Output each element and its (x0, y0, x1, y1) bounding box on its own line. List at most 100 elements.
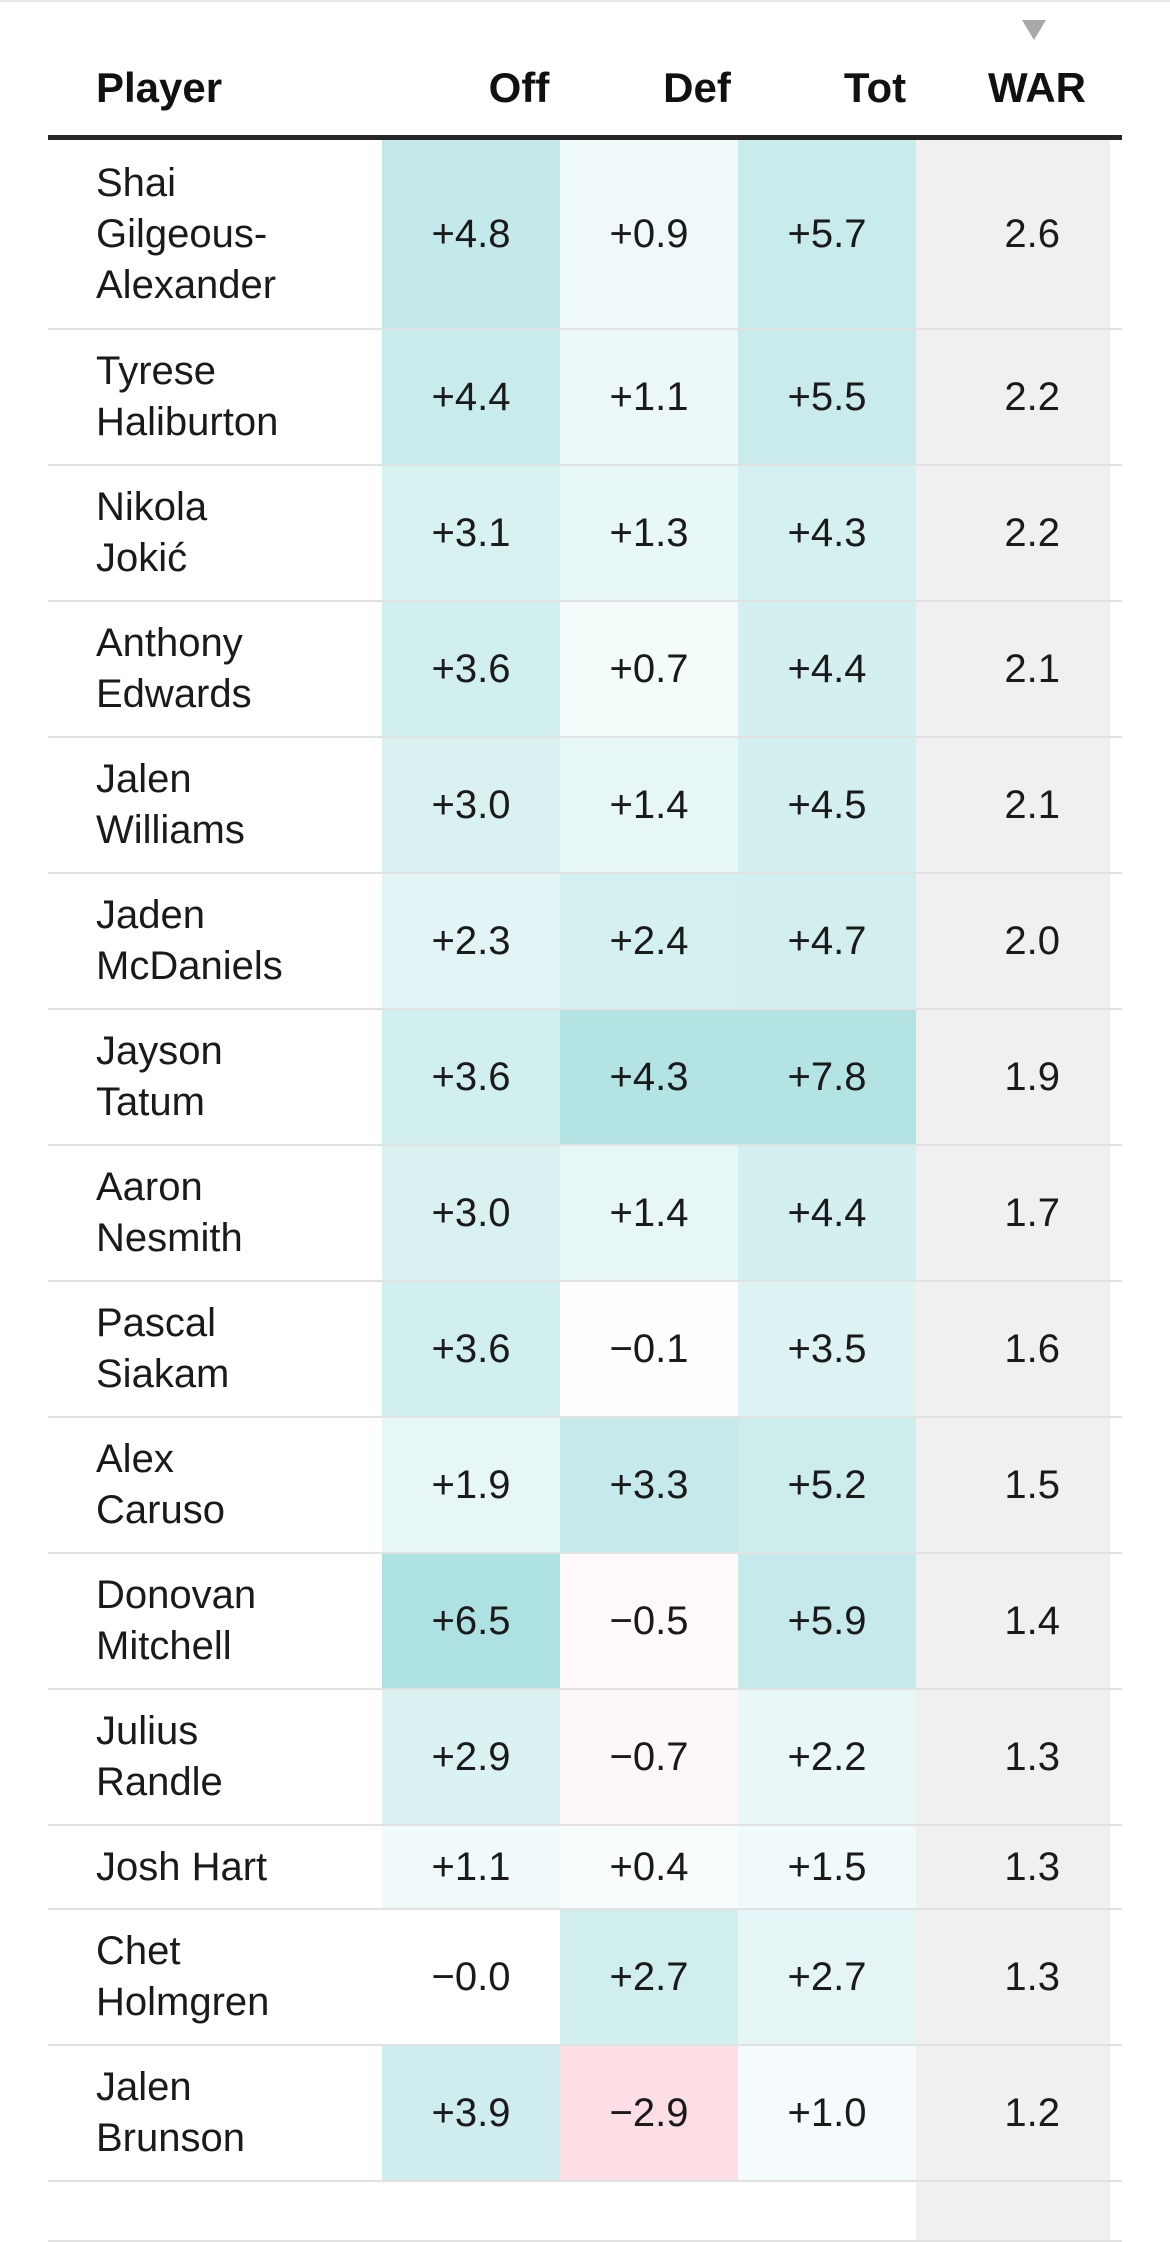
tot-value: +5.9 (738, 1554, 916, 1688)
war-value: 1.3 (916, 1826, 1110, 1908)
player-name-line: Williams (96, 808, 245, 852)
war-value (916, 2182, 1110, 2240)
player-name: Aaron Nesmith (96, 1146, 426, 1280)
sort-descending-icon[interactable] (1022, 20, 1046, 40)
player-name: Alex Caruso (96, 1418, 426, 1552)
column-header-tot[interactable]: Tot (843, 64, 907, 111)
war-value: 2.1 (916, 602, 1110, 736)
def-value: +0.9 (560, 140, 738, 328)
off-value: +4.4 (382, 330, 560, 464)
table-row[interactable]: Jalen Brunson +3.9 −2.9 +1.0 1.2 (48, 2046, 1122, 2182)
player-name: Shai Gilgeous- Alexander (96, 140, 426, 328)
player-name-line: Anthony (96, 621, 243, 665)
war-value: 1.3 (916, 1690, 1110, 1824)
off-value: −0.0 (382, 1910, 560, 2044)
tot-value: +4.3 (738, 466, 916, 600)
def-value: +4.3 (560, 1010, 738, 1144)
table-row[interactable]: Nikola Jokić +3.1 +1.3 +4.3 2.2 (48, 466, 1122, 602)
player-name: Jaden McDaniels (96, 874, 426, 1008)
player-name-line: Edwards (96, 672, 252, 716)
def-value: +0.7 (560, 602, 738, 736)
player-name-line: Randle (96, 1760, 223, 1804)
player-name-line: Alex (96, 1437, 174, 1481)
table-row[interactable]: Pascal Siakam +3.6 −0.1 +3.5 1.6 (48, 1282, 1122, 1418)
off-value: +3.6 (382, 1282, 560, 1416)
player-name-line: Tyrese (96, 349, 217, 393)
def-value: +1.4 (560, 1146, 738, 1280)
war-value: 1.4 (916, 1554, 1110, 1688)
table-row[interactable]: Josh Hart +1.1 +0.4 +1.5 1.3 (48, 1826, 1122, 1910)
player-name-line: Nesmith (96, 1216, 243, 1260)
column-header-war[interactable]: WAR (988, 64, 1086, 111)
table-row[interactable]: Shai Gilgeous- Alexander +4.8 +0.9 +5.7 2.6 (48, 140, 1122, 330)
table-row[interactable]: Jalen Williams +3.0 +1.4 +4.5 2.1 (48, 738, 1122, 874)
war-value: 1.5 (916, 1418, 1110, 1552)
off-value (382, 2182, 560, 2240)
player-name-line: Brunson (96, 2116, 245, 2160)
player-name-line: McDaniels (96, 944, 283, 988)
table-header: Player Off Def Tot WAR (48, 0, 1122, 140)
table-row[interactable]: Jayson Tatum +3.6 +4.3 +7.8 1.9 (48, 1010, 1122, 1146)
off-value: +3.9 (382, 2046, 560, 2180)
off-value: +3.6 (382, 602, 560, 736)
tot-value: +4.4 (738, 602, 916, 736)
player-name-line: Jokić (96, 536, 188, 580)
table-row[interactable]: Julius Randle +2.9 −0.7 +2.2 1.3 (48, 1690, 1122, 1826)
war-value: 1.3 (916, 1910, 1110, 2044)
player-name-line: Jalen (96, 757, 192, 801)
def-value: −0.5 (560, 1554, 738, 1688)
player-name-line: Julius (96, 1709, 199, 1753)
def-value: +1.4 (560, 738, 738, 872)
tot-value: +1.0 (738, 2046, 916, 2180)
tot-value (738, 2182, 916, 2240)
table-row[interactable]: Tyrese Haliburton +4.4 +1.1 +5.5 2.2 (48, 330, 1122, 466)
off-value: +4.8 (382, 140, 560, 328)
war-value: 1.9 (916, 1010, 1110, 1144)
table-row[interactable] (48, 2182, 1122, 2242)
def-value: +1.3 (560, 466, 738, 600)
column-header-off[interactable]: Off (488, 64, 550, 111)
player-name-line: Donovan (96, 1573, 257, 1617)
table-row[interactable]: Aaron Nesmith +3.0 +1.4 +4.4 1.7 (48, 1146, 1122, 1282)
player-name-line: Pascal (96, 1301, 217, 1345)
table-row[interactable]: Chet Holmgren −0.0 +2.7 +2.7 1.3 (48, 1910, 1122, 2046)
def-value (560, 2182, 738, 2240)
player-name-line: Tatum (96, 1080, 205, 1124)
tot-value: +4.5 (738, 738, 916, 872)
off-value: +2.9 (382, 1690, 560, 1824)
player-name-line: Haliburton (96, 400, 279, 444)
player-name: Donovan Mitchell (96, 1554, 426, 1688)
def-value: +2.7 (560, 1910, 738, 2044)
player-name-line: Gilgeous- (96, 211, 268, 256)
player-name: Julius Randle (96, 1690, 426, 1824)
player-name-line: Siakam (96, 1352, 230, 1396)
table-row[interactable]: Jaden McDaniels +2.3 +2.4 +4.7 2.0 (48, 874, 1122, 1010)
player-name-line: Jayson (96, 1029, 223, 1073)
player-name-line: Alexander (96, 262, 277, 307)
table-row[interactable]: Alex Caruso +1.9 +3.3 +5.2 1.5 (48, 1418, 1122, 1554)
player-name: Nikola Jokić (96, 466, 426, 600)
column-header-def[interactable]: Def (663, 64, 731, 111)
table-body: Shai Gilgeous- Alexander +4.8 +0.9 +5.7 2.6 Tyr… (48, 140, 1122, 2242)
def-value: +0.4 (560, 1826, 738, 1908)
table-row[interactable]: Donovan Mitchell +6.5 −0.5 +5.9 1.4 (48, 1554, 1122, 1690)
tot-value: +5.5 (738, 330, 916, 464)
player-name: Chet Holmgren (96, 1910, 426, 2044)
tot-value: +3.5 (738, 1282, 916, 1416)
top-divider (0, 0, 1170, 2)
player-name: Pascal Siakam (96, 1282, 426, 1416)
table-row[interactable]: Anthony Edwards +3.6 +0.7 +4.4 2.1 (48, 602, 1122, 738)
def-value: +1.1 (560, 330, 738, 464)
player-name-line: Josh Hart (96, 1844, 268, 1889)
tot-value: +1.5 (738, 1826, 916, 1908)
player-name: Josh Hart (96, 1826, 426, 1908)
tot-value: +7.8 (738, 1010, 916, 1144)
tot-value: +2.7 (738, 1910, 916, 2044)
tot-value: +2.2 (738, 1690, 916, 1824)
war-value: 1.6 (916, 1282, 1110, 1416)
column-header-player[interactable]: Player (96, 64, 223, 111)
player-name: Tyrese Haliburton (96, 330, 426, 464)
war-value: 2.6 (916, 140, 1110, 328)
war-value: 1.2 (916, 2046, 1110, 2180)
war-value: 2.2 (916, 330, 1110, 464)
